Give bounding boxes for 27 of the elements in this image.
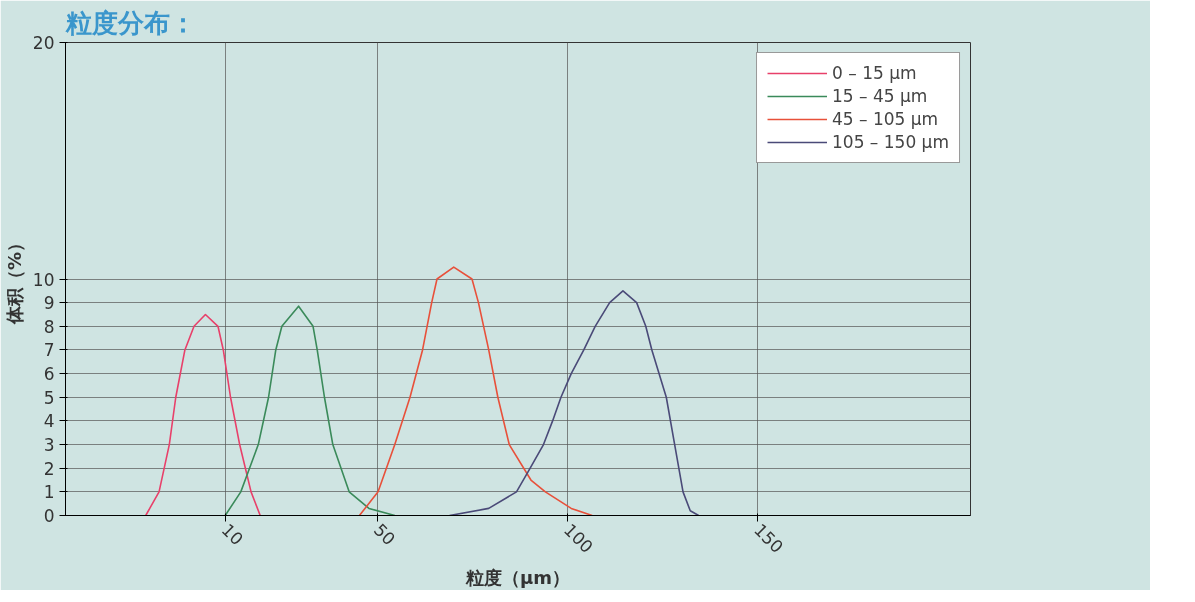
legend-label: 105 – 150 μm bbox=[832, 132, 949, 152]
y-tick-label: 6 bbox=[43, 364, 55, 385]
y-tick-label: 0 bbox=[43, 506, 55, 526]
line-series bbox=[144, 313, 261, 516]
line-series bbox=[448, 290, 700, 516]
legend-label: 45 – 105 μm bbox=[832, 109, 939, 129]
x-tick-label: 100 bbox=[560, 519, 598, 557]
legend-label: 15 – 45 μm bbox=[832, 86, 928, 106]
y-tick-label: 3 bbox=[43, 435, 55, 456]
y-tick-label: 2 bbox=[43, 458, 55, 479]
y-tick-label: 8 bbox=[43, 316, 55, 337]
chart-title: 粒度分布： bbox=[64, 7, 196, 38]
y-tick-label: 4 bbox=[43, 411, 55, 432]
x-tick-label: 10 bbox=[217, 519, 248, 550]
y-tick-label: 20 bbox=[32, 33, 55, 53]
legend-label: 0 – 15 μm bbox=[832, 63, 917, 83]
y-axis-title: 体积（%） bbox=[3, 233, 25, 326]
x-axis-title: 粒度（μm） bbox=[465, 566, 571, 588]
x-tick-label: 50 bbox=[369, 519, 400, 550]
line-series bbox=[358, 266, 593, 516]
x-tick-label: 150 bbox=[750, 519, 788, 557]
y-tick-label: 1 bbox=[43, 482, 55, 503]
y-tick-label: 9 bbox=[43, 293, 55, 314]
y-tick-label: 5 bbox=[43, 387, 55, 408]
line-series bbox=[224, 305, 396, 516]
y-tick-label: 10 bbox=[32, 269, 55, 290]
y-tick-label: 7 bbox=[43, 340, 55, 361]
